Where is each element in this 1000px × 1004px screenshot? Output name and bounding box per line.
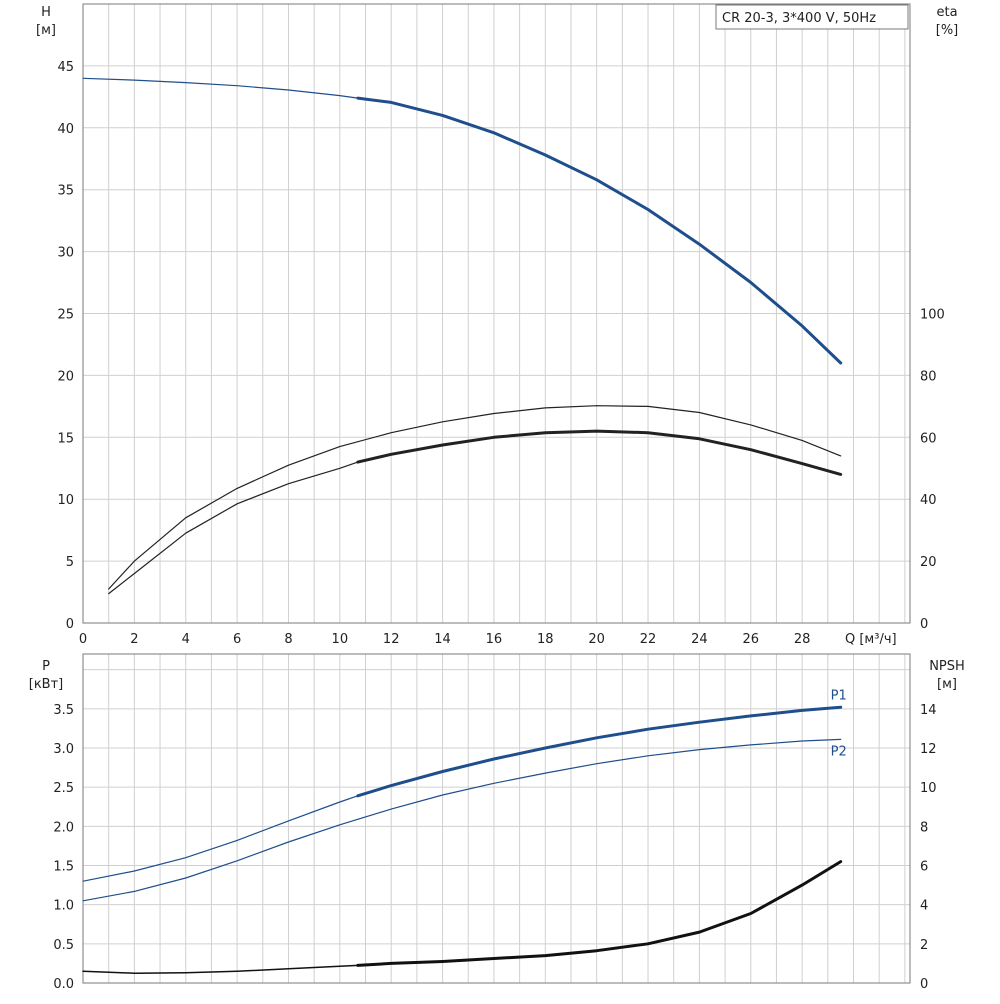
lower-right-axis-unit: [м]	[937, 677, 957, 692]
x-tick-label: 24	[691, 632, 708, 647]
lower-left-tick-label: 0.0	[53, 977, 74, 992]
lower-right-axis-title: NPSH	[929, 659, 965, 674]
upper-left-tick-label: 30	[57, 246, 74, 261]
upper-left-tick-label: 5	[66, 555, 74, 570]
upper-left-axis-title: H	[41, 5, 51, 20]
x-tick-label: 6	[233, 632, 241, 647]
lower-left-tick-label: 0.5	[53, 938, 74, 953]
upper-left-tick-label: 0	[66, 617, 74, 632]
upper-right-tick-label: 60	[920, 431, 937, 446]
lower-left-tick-label: 3.5	[53, 703, 74, 718]
lower-series-P2-line	[82, 738, 842, 902]
x-tick-label: 12	[383, 632, 400, 647]
series-label-P2: P2	[831, 744, 847, 759]
lower-left-tick-label: 2.0	[53, 820, 74, 835]
x-tick-label: 20	[588, 632, 605, 647]
x-tick-label: 18	[537, 632, 554, 647]
x-tick-label: 4	[182, 632, 190, 647]
upper-right-axis-unit: [%]	[936, 23, 959, 38]
lower-series-NPSH-line	[82, 860, 842, 974]
lower-left-tick-label: 1.0	[53, 899, 74, 914]
lower-left-tick-label: 1.5	[53, 860, 74, 875]
chart-title: CR 20-3, 3*400 V, 50Hz	[722, 11, 876, 26]
upper-left-tick-label: 20	[57, 369, 74, 384]
upper-right-tick-label: 80	[920, 369, 937, 384]
x-tick-label: 10	[332, 632, 349, 647]
lower-right-tick-label: 10	[920, 781, 937, 796]
lower-right-tick-label: 14	[920, 703, 937, 718]
upper-left-tick-label: 15	[57, 431, 74, 446]
lower-right-tick-label: 0	[920, 977, 928, 992]
x-tick-label: 26	[742, 632, 759, 647]
lower-right-tick-label: 2	[920, 938, 928, 953]
x-tick-label: 28	[794, 632, 811, 647]
upper-right-tick-label: 0	[920, 617, 928, 632]
upper-right-tick-label: 100	[920, 308, 945, 323]
upper-left-axis-unit: [м]	[36, 23, 56, 38]
x-tick-label: 16	[486, 632, 503, 647]
x-axis-label: Q [м³/ч]	[845, 632, 897, 647]
upper-left-tick-label: 10	[57, 493, 74, 508]
lower-series-P1-line	[82, 706, 842, 882]
upper-plot-frame	[82, 3, 911, 624]
lower-right-tick-label: 12	[920, 742, 937, 757]
upper-series-eta-operating-range	[356, 429, 843, 476]
upper-left-tick-label: 25	[57, 308, 74, 323]
lower-left-axis-title: P	[42, 659, 50, 674]
lower-series-P1-operating-range	[356, 705, 843, 798]
lower-series-NPSH-operating-range	[356, 860, 843, 967]
x-tick-label: 2	[130, 632, 138, 647]
lower-left-tick-label: 3.0	[53, 742, 74, 757]
lower-plot-frame	[82, 653, 911, 984]
x-tick-label: 14	[434, 632, 451, 647]
series-label-P1: P1	[831, 688, 847, 703]
x-tick-label: 22	[640, 632, 657, 647]
upper-series-H-operating-range	[356, 96, 843, 365]
upper-left-tick-label: 45	[57, 60, 74, 75]
chart-title-box	[715, 4, 909, 30]
x-tick-label: 8	[284, 632, 292, 647]
upper-left-tick-label: 35	[57, 184, 74, 199]
lower-left-axis-unit: [кВт]	[29, 677, 64, 692]
upper-right-tick-label: 40	[920, 493, 937, 508]
upper-left-tick-label: 40	[57, 122, 74, 137]
upper-right-tick-label: 20	[920, 555, 937, 570]
upper-right-axis-title: eta	[936, 5, 957, 20]
x-tick-label: 0	[79, 632, 87, 647]
lower-right-tick-label: 8	[920, 820, 928, 835]
lower-left-tick-label: 2.5	[53, 781, 74, 796]
lower-right-tick-label: 4	[920, 899, 928, 914]
upper-series-eta-outer-line	[108, 405, 842, 590]
upper-series-eta-line	[108, 430, 842, 595]
lower-right-tick-label: 6	[920, 860, 928, 875]
